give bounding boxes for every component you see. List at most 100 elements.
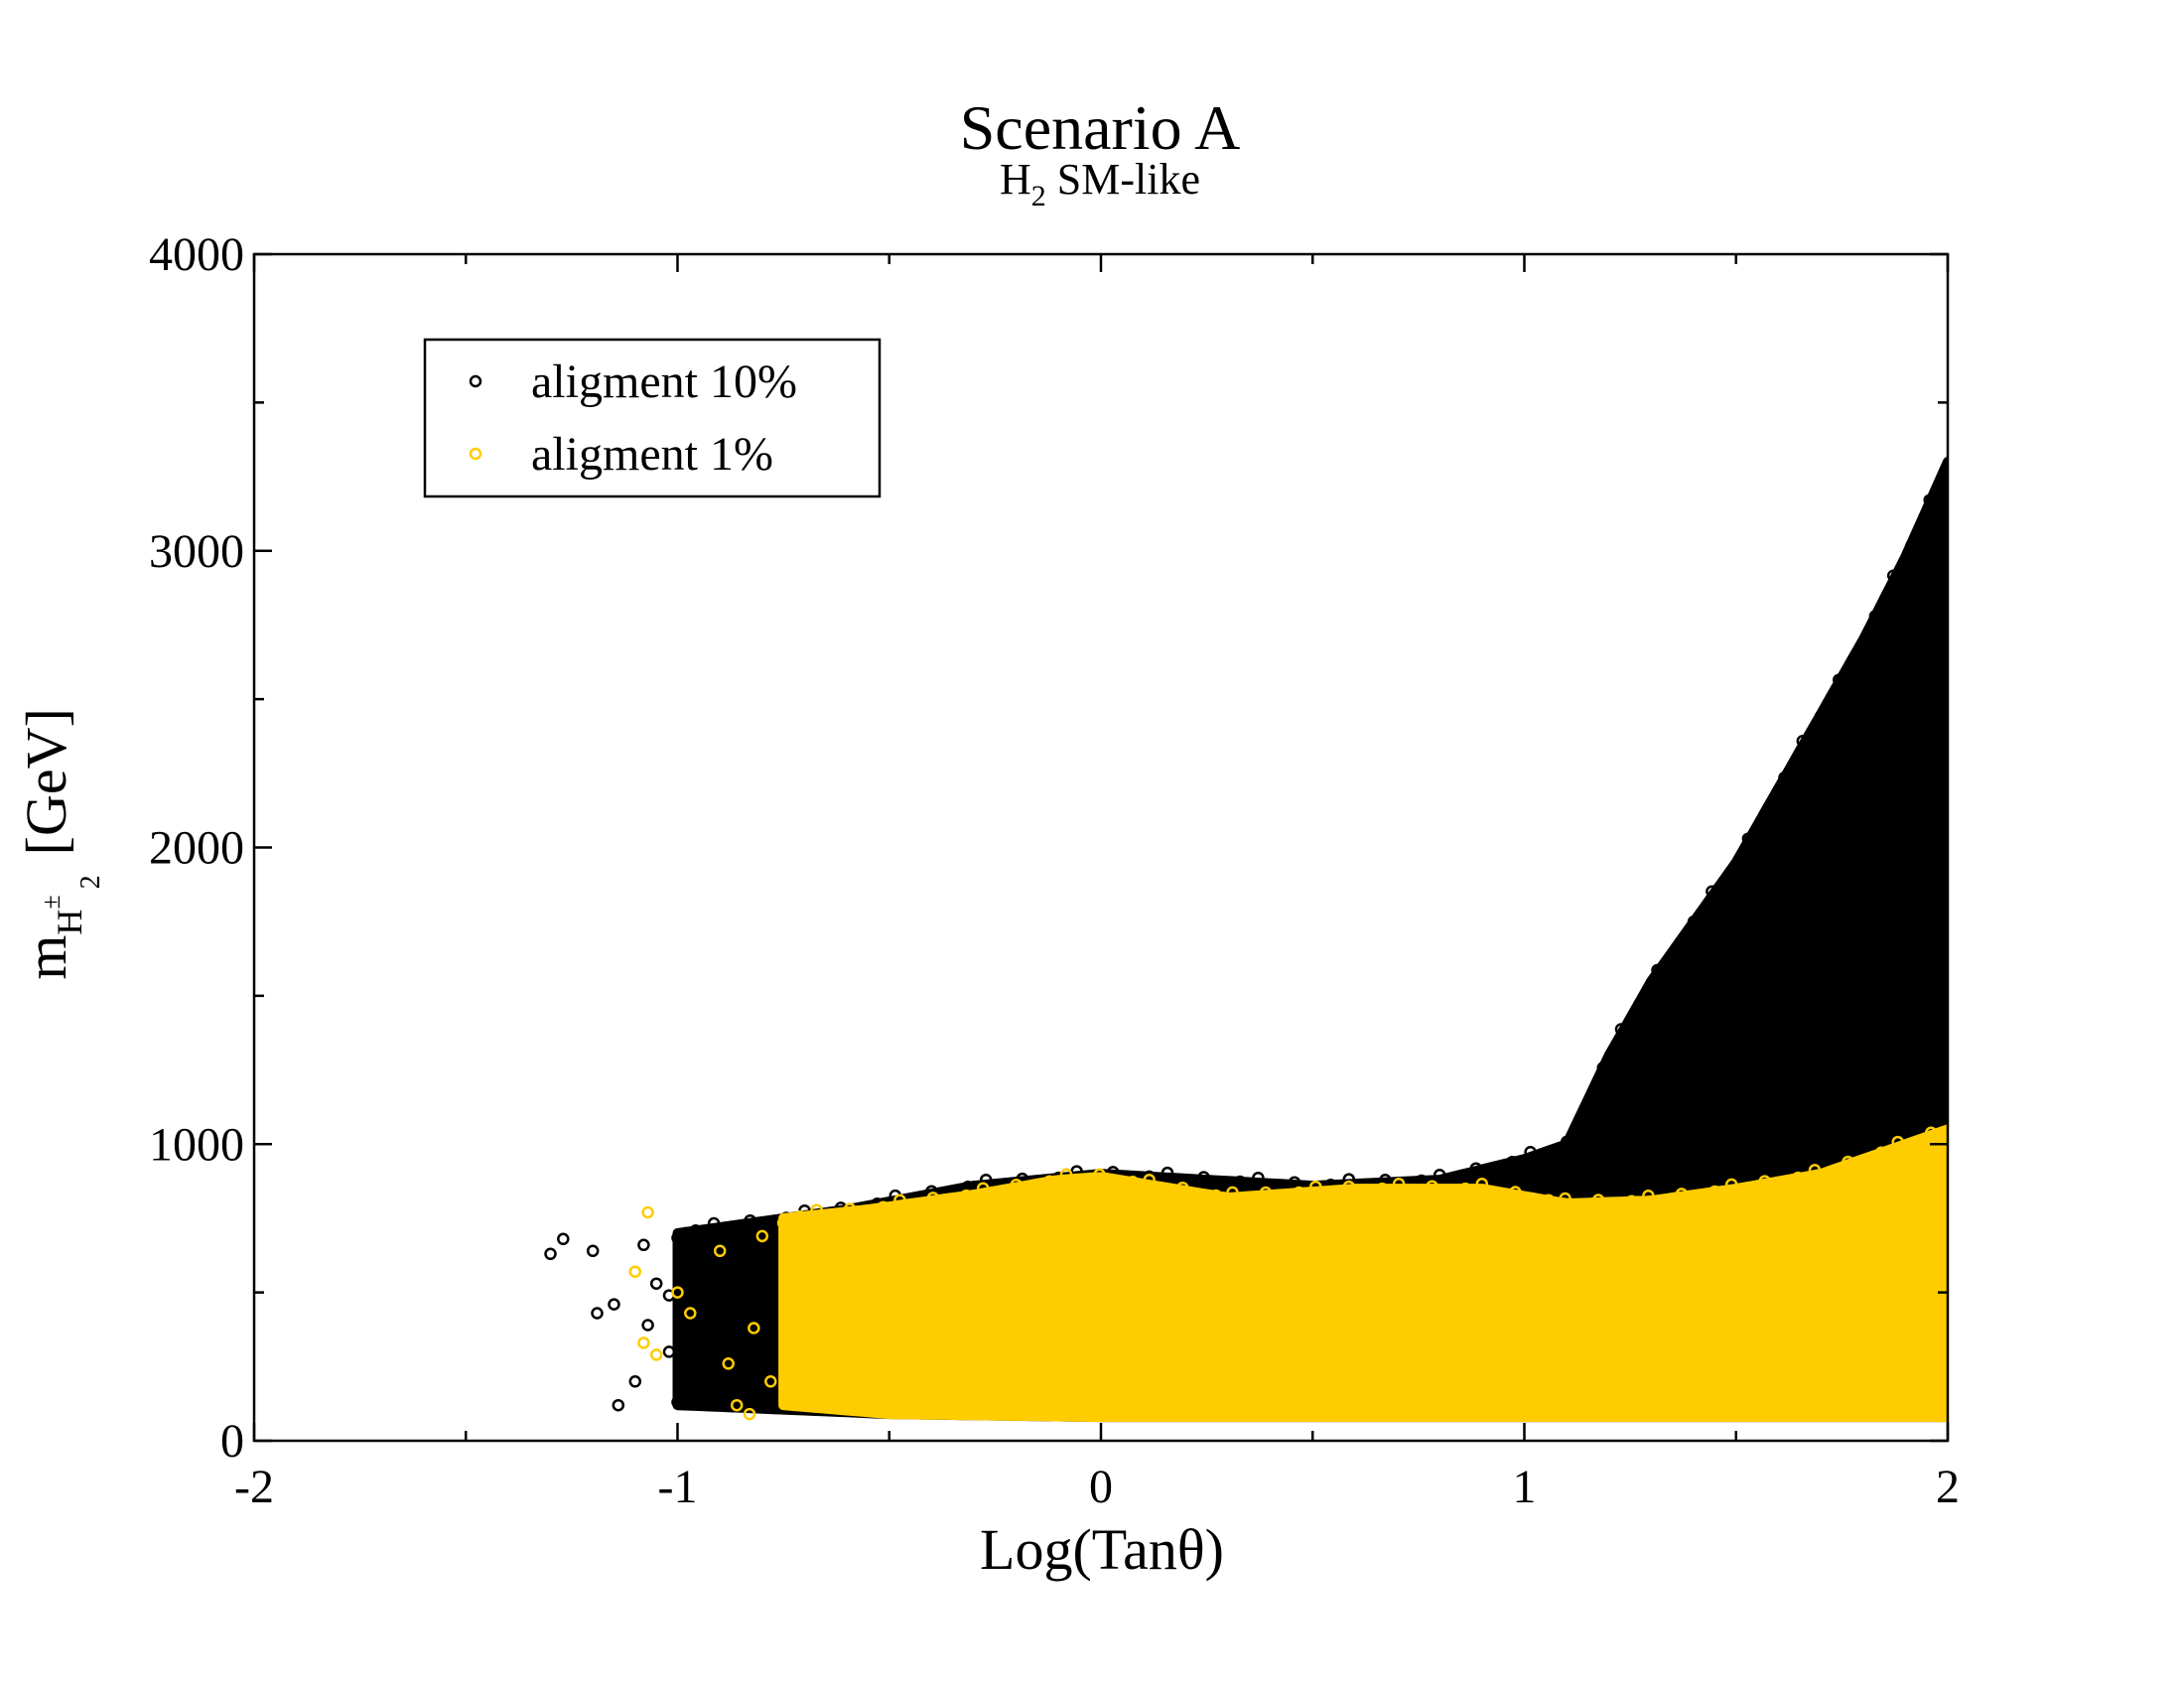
series-1-point [671, 1286, 684, 1299]
series-1-point [1708, 1185, 1721, 1198]
series-1-point [1276, 1192, 1290, 1205]
series-1-point [1109, 1178, 1123, 1191]
series-0-point [1833, 673, 1845, 686]
y-tick-label: 3000 [149, 525, 244, 578]
series-0-point [1706, 885, 1718, 899]
x-tick-label: 1 [1513, 1461, 1537, 1513]
series-1-point [976, 1182, 990, 1195]
series-1-point [1442, 1187, 1455, 1200]
series-1-point [1941, 1127, 1948, 1141]
series-1-point [1591, 1194, 1605, 1206]
legend-box [423, 338, 882, 498]
series-1-point [713, 1244, 727, 1258]
series-1-point [1525, 1196, 1539, 1208]
series-1-point [1675, 1188, 1689, 1200]
series-0-point [628, 1375, 642, 1388]
series-1-point [1143, 1174, 1156, 1187]
series-1-point [1874, 1146, 1888, 1160]
series-1-point [1924, 1126, 1938, 1140]
series-0-point [637, 1238, 650, 1252]
series-1-point [1026, 1183, 1039, 1196]
series-1-point [743, 1407, 756, 1421]
series-0-point [1741, 832, 1755, 845]
series-1-point [748, 1322, 760, 1335]
series-0-point [675, 1259, 689, 1272]
series-1-point [776, 1216, 790, 1229]
series-1-point [1625, 1195, 1638, 1207]
y-tick-label: 1000 [149, 1118, 244, 1171]
series-1-point [1791, 1171, 1805, 1185]
series-1-point [860, 1207, 874, 1221]
x-tick-label: 0 [1089, 1461, 1113, 1513]
series-1-point [1342, 1180, 1356, 1194]
series-0-point [1469, 1162, 1483, 1175]
series-0-point [1560, 1135, 1573, 1149]
series-0-point [1215, 1179, 1229, 1192]
series-0-point [1850, 648, 1863, 662]
chart-title: Scenario A [960, 92, 1241, 163]
subtitle-rest: SM-like [1046, 155, 1200, 204]
series-0-point [1288, 1176, 1301, 1189]
series-1-point [764, 1375, 777, 1388]
series-1-point [722, 1357, 735, 1370]
series-1-point [1243, 1192, 1256, 1205]
series-1-point [1908, 1137, 1921, 1150]
series-1-point [877, 1200, 889, 1214]
tick-layer: -2 -1 0 1 2 0 1000 2000 3000 4000 [149, 228, 1960, 1513]
series-1-point [1426, 1180, 1438, 1193]
series-1-point [1542, 1194, 1556, 1207]
series-0-point [713, 1357, 727, 1370]
series-1-point [1010, 1178, 1023, 1192]
series-0-point [1796, 735, 1810, 748]
series-1-point [1608, 1199, 1622, 1213]
series-0-point [692, 1331, 706, 1343]
series-0-point [726, 1221, 739, 1234]
series-1-point [827, 1208, 840, 1222]
series-0-point [1197, 1171, 1210, 1184]
series-1-point [1160, 1183, 1172, 1196]
series-1-point [1259, 1186, 1273, 1199]
series-1-point [1891, 1135, 1904, 1149]
series-1-point [637, 1336, 650, 1349]
series-0-point [591, 1307, 604, 1320]
series-1-point [1559, 1192, 1571, 1205]
series-0-point [707, 1216, 721, 1230]
series-1-point [1741, 1183, 1755, 1196]
series-1 [628, 1124, 1948, 1423]
series-1-point [843, 1202, 857, 1215]
series-1-point [1692, 1192, 1705, 1205]
series-1-point [1325, 1186, 1339, 1199]
series-0-point [761, 1218, 775, 1232]
series-0-point [1923, 493, 1936, 506]
series-1-point [1059, 1168, 1073, 1182]
ylabel-unit: [GeV] [14, 708, 78, 855]
series-1-point [1724, 1178, 1738, 1192]
series-0-point [671, 1395, 684, 1409]
series-1-point [1808, 1164, 1822, 1177]
series-0-point [1487, 1165, 1501, 1178]
series-0-point [1160, 1166, 1174, 1180]
series-0-point [1542, 1146, 1556, 1160]
series-0-point [649, 1277, 663, 1290]
series-0-point [744, 1213, 756, 1227]
series-1-point [909, 1198, 923, 1211]
series-1-point [1758, 1175, 1771, 1188]
series-0-point [662, 1345, 676, 1358]
series-0-point [544, 1247, 557, 1261]
series-1-point [1509, 1186, 1522, 1198]
series-1-point [1226, 1186, 1239, 1199]
series-0-point [688, 1389, 701, 1403]
series-1-point [1825, 1166, 1838, 1180]
series-0-point [1233, 1175, 1247, 1189]
y-tick-label: 4000 [149, 228, 244, 281]
series-0-point [586, 1244, 600, 1258]
series-1-point [960, 1189, 973, 1202]
series-1-point [1209, 1189, 1223, 1202]
series-1-point [1575, 1198, 1588, 1212]
series-1-point [684, 1307, 697, 1320]
series-0-point [1723, 867, 1736, 880]
y-tick-label: 2000 [149, 822, 244, 875]
series-0-point [608, 1298, 620, 1311]
series-1-point [755, 1229, 769, 1243]
